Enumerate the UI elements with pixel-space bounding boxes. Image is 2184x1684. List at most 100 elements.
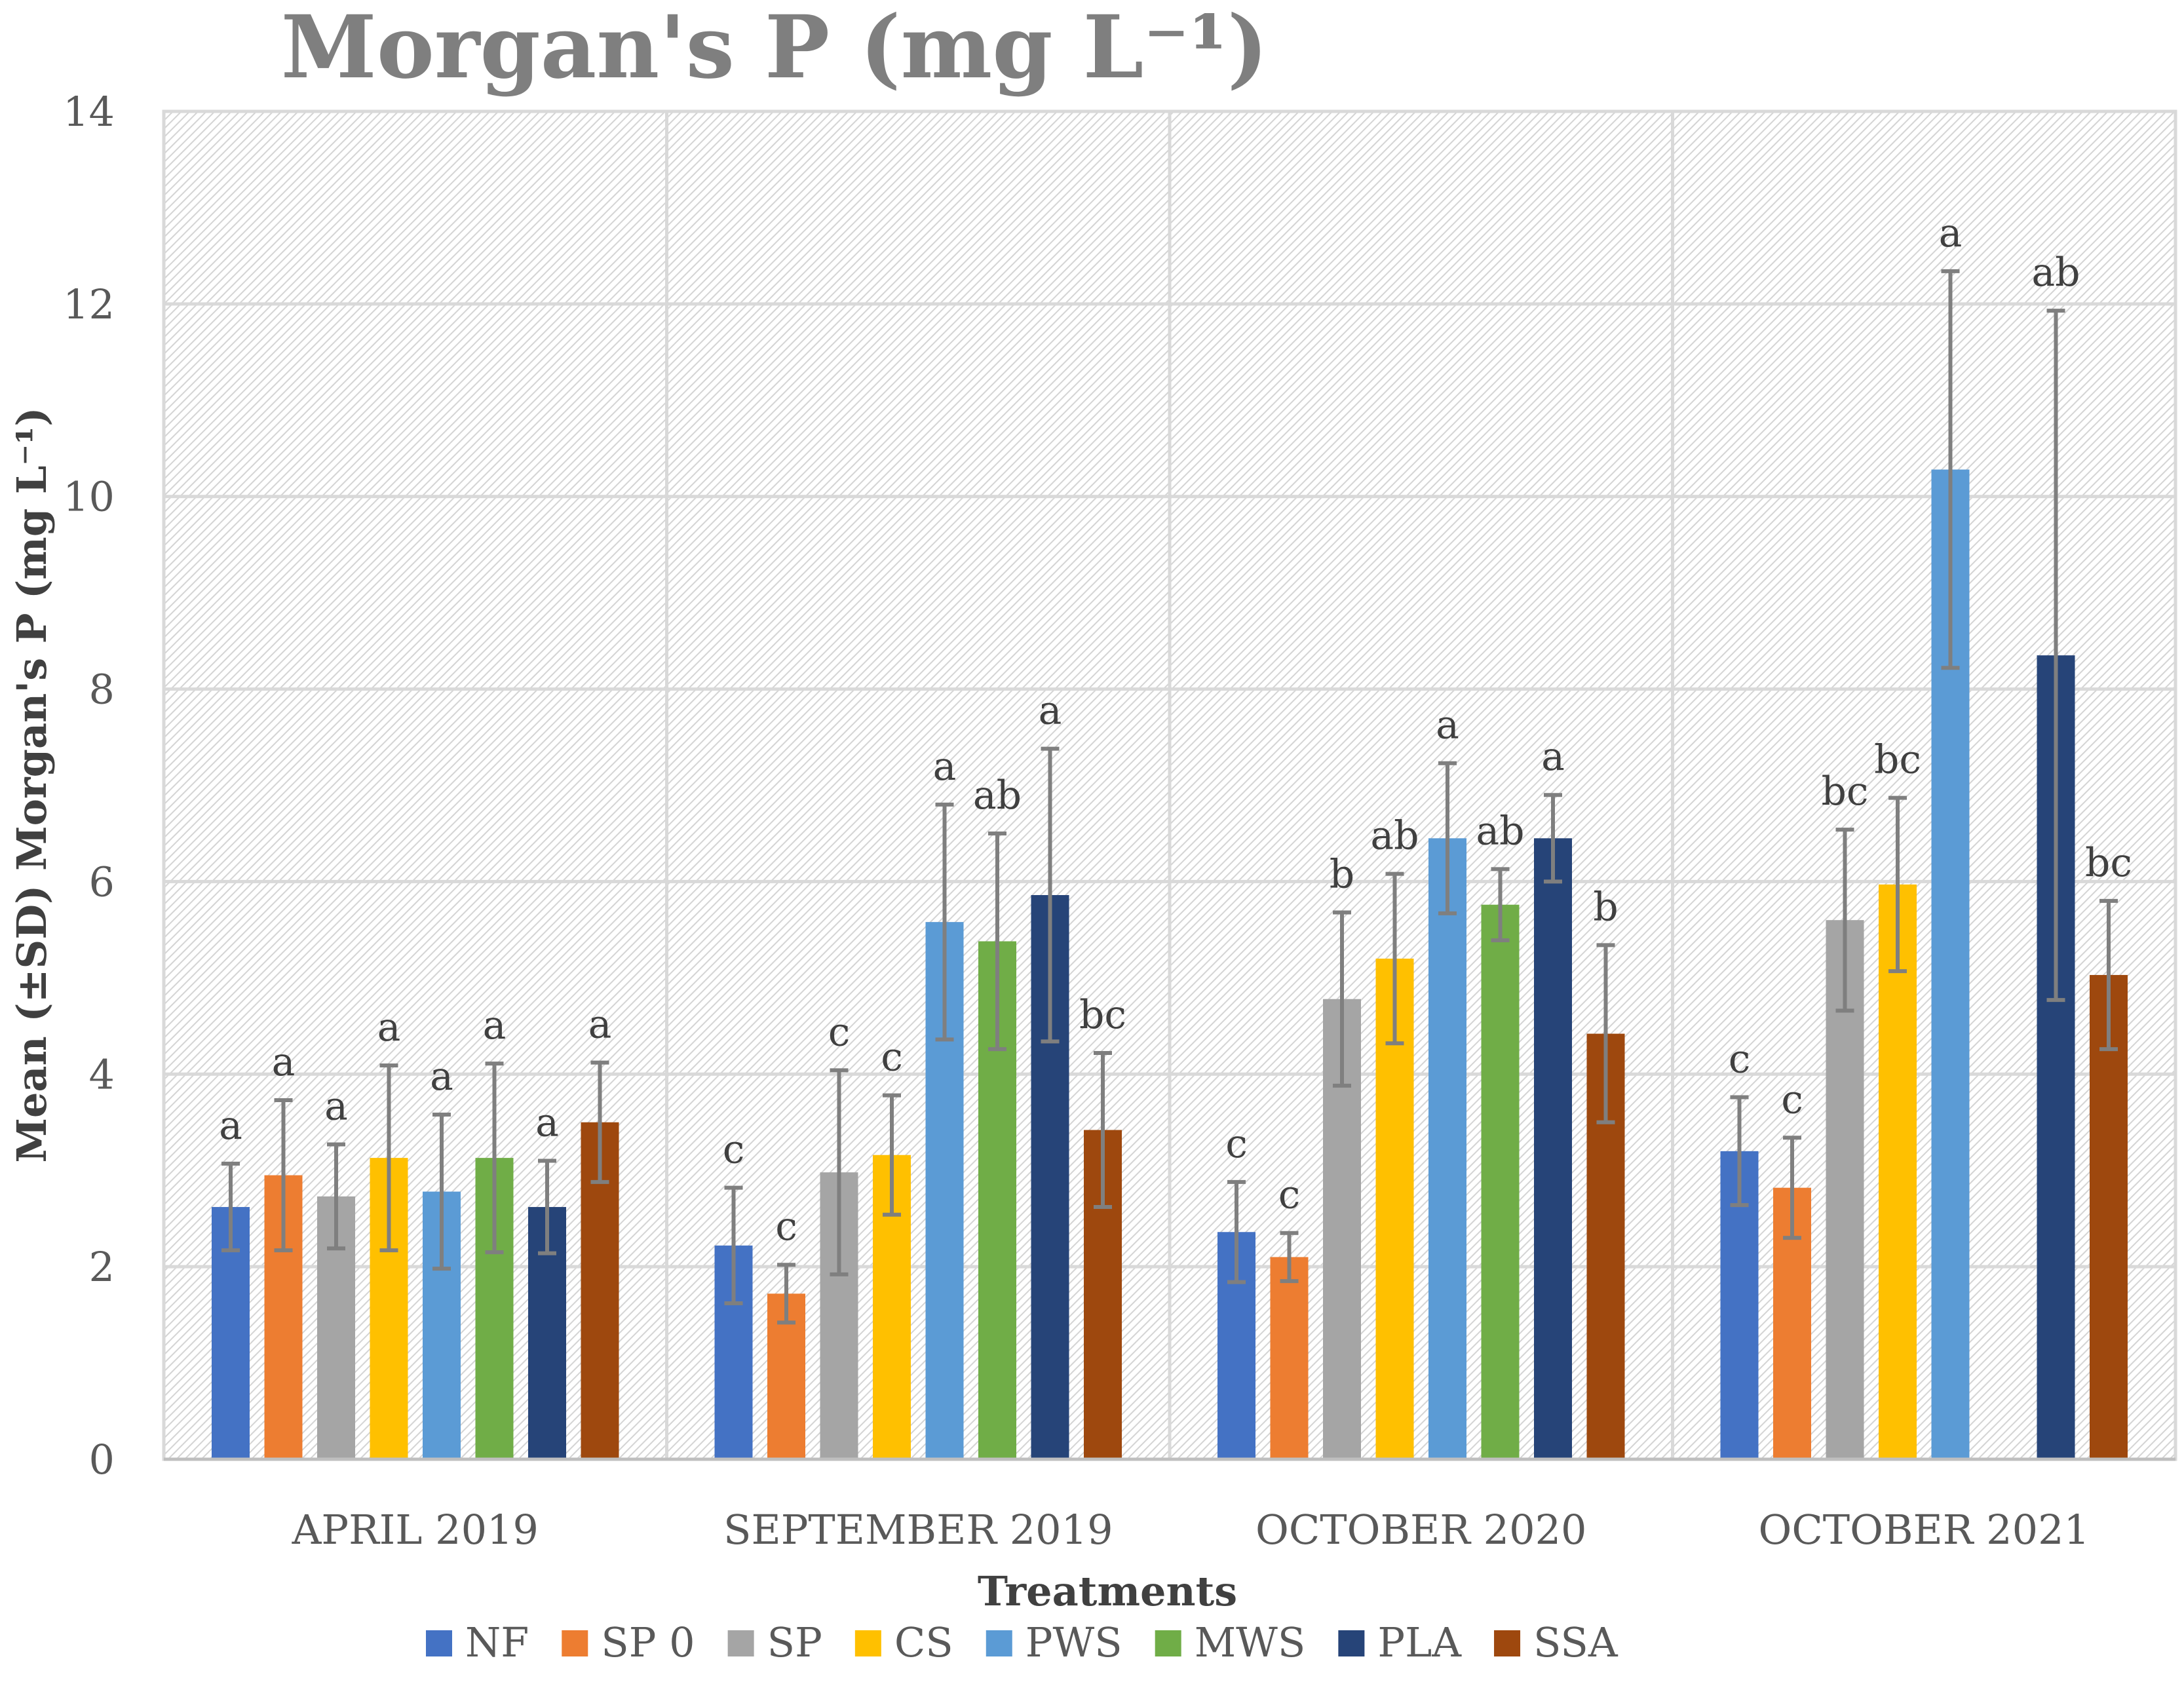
significance-letter: a xyxy=(272,1039,296,1085)
significance-letter: a xyxy=(535,1100,559,1146)
y-tick-label: 12 xyxy=(63,280,115,328)
x-tick-label: OCTOBER 2021 xyxy=(1759,1506,2090,1554)
error-bar xyxy=(274,1098,293,1253)
legend: NF SP 0 SP CS PWS MWS PLA SSA xyxy=(426,1618,1619,1666)
legend-label: MWS xyxy=(1195,1618,1306,1666)
significance-letter: a xyxy=(430,1054,453,1100)
x-tick-label: SEPTEMBER 2019 xyxy=(723,1506,1113,1554)
bar-ssa xyxy=(2090,974,2128,1459)
error-bar xyxy=(1280,1231,1299,1284)
error-bars xyxy=(221,269,2118,1325)
legend-swatch xyxy=(727,1630,754,1656)
error-bar xyxy=(379,1063,398,1253)
y-tick-label: 14 xyxy=(63,88,115,136)
significance-letter: ab xyxy=(973,773,1022,818)
error-bar xyxy=(935,802,954,1042)
significance-letter: ab xyxy=(1476,808,1524,854)
significance-letter: c xyxy=(828,1009,851,1055)
legend-item: PLA xyxy=(1338,1618,1462,1666)
y-tick-label: 0 xyxy=(89,1436,115,1483)
bars xyxy=(212,469,2128,1460)
error-bar xyxy=(538,1158,556,1255)
y-tick-label: 4 xyxy=(89,1050,115,1098)
significance-letter: a xyxy=(1436,702,1459,748)
error-bar xyxy=(1333,910,1351,1088)
error-bar xyxy=(1491,867,1510,943)
x-tick-label: OCTOBER 2020 xyxy=(1255,1506,1586,1554)
significance-letter: c xyxy=(881,1035,903,1081)
y-tick-label: 6 xyxy=(89,858,115,906)
significance-letter: c xyxy=(723,1127,745,1173)
significance-letter: c xyxy=(1781,1077,1803,1122)
error-bar xyxy=(2099,898,2118,1052)
axes: 0 2 4 6 8 10 12 14 APRIL 2019 SEPTEMBER 2019 OCTOB… xyxy=(63,88,2175,1554)
error-bar xyxy=(432,1112,451,1271)
significance-letter: c xyxy=(1729,1037,1751,1082)
significance-letter: a xyxy=(588,1002,612,1048)
error-bar xyxy=(830,1068,849,1276)
significance-letter: a xyxy=(1039,688,1062,734)
legend-label: CS xyxy=(894,1618,953,1666)
legend-label: SP xyxy=(767,1618,822,1666)
significance-letter: a xyxy=(933,744,957,790)
error-bar xyxy=(1227,1179,1246,1284)
x-axis-title: Treatments xyxy=(978,1567,1237,1615)
error-bar xyxy=(1835,828,1854,1013)
error-bar xyxy=(777,1263,795,1325)
legend-item: CS xyxy=(854,1618,953,1666)
significance-letter: a xyxy=(377,1005,401,1050)
error-bar xyxy=(1544,793,1562,884)
error-bar xyxy=(221,1161,240,1253)
error-bar xyxy=(1888,795,1907,974)
error-bar xyxy=(2046,309,2065,1003)
error-bar xyxy=(1094,1050,1112,1210)
significance-letter: c xyxy=(775,1204,797,1250)
significance-letter: ab xyxy=(2031,250,2080,296)
bar-pla xyxy=(1534,838,1572,1459)
legend-swatch xyxy=(1155,1630,1181,1656)
error-bar xyxy=(883,1093,901,1217)
significance-letter: bc xyxy=(2085,840,2132,886)
error-bar xyxy=(485,1062,504,1255)
significance-letter: a xyxy=(483,1003,507,1048)
bar-cs xyxy=(1879,884,1917,1459)
legend-label: PWS xyxy=(1025,1618,1122,1666)
significance-letter: a xyxy=(324,1084,348,1130)
significance-letter: c xyxy=(1225,1121,1248,1167)
legend-swatch xyxy=(426,1630,452,1656)
y-tick-label: 2 xyxy=(89,1243,115,1291)
legend-item: SP 0 xyxy=(562,1618,695,1666)
significance-letter: b xyxy=(1593,884,1618,930)
legend-label: SP 0 xyxy=(601,1618,695,1666)
error-bar xyxy=(1783,1136,1801,1240)
legend-item: MWS xyxy=(1155,1618,1306,1666)
legend-swatch xyxy=(986,1630,1012,1656)
legend-item: SSA xyxy=(1494,1618,1619,1666)
y-tick-label: 10 xyxy=(63,473,115,521)
error-bar xyxy=(724,1185,743,1305)
significance-letter: ab xyxy=(1370,813,1419,859)
y-axis-title: Mean (±SD) Morgan's P (mg L⁻¹) xyxy=(8,407,56,1162)
error-bar xyxy=(1385,871,1404,1046)
legend-item: PWS xyxy=(986,1618,1122,1666)
significance-letter: c xyxy=(1278,1172,1301,1218)
bar-mws xyxy=(1481,904,1520,1459)
error-bar xyxy=(1041,746,1060,1044)
legend-swatch xyxy=(1494,1630,1521,1656)
legend-label: NF xyxy=(465,1618,529,1666)
significance-letter: a xyxy=(219,1103,242,1149)
error-bar xyxy=(1438,761,1457,915)
error-bar xyxy=(327,1142,345,1251)
legend-swatch xyxy=(562,1630,588,1656)
error-bar xyxy=(988,831,1006,1052)
legend-swatch xyxy=(1338,1630,1365,1656)
error-bar xyxy=(1730,1095,1749,1208)
chart-title: Morgan's P (mg L⁻¹) xyxy=(281,0,1269,98)
legend-label: SSA xyxy=(1533,1618,1619,1666)
legend-item: SP xyxy=(727,1618,822,1666)
significance-letter: b xyxy=(1330,851,1354,897)
error-bar xyxy=(1941,269,1960,670)
legend-item: NF xyxy=(426,1618,529,1666)
